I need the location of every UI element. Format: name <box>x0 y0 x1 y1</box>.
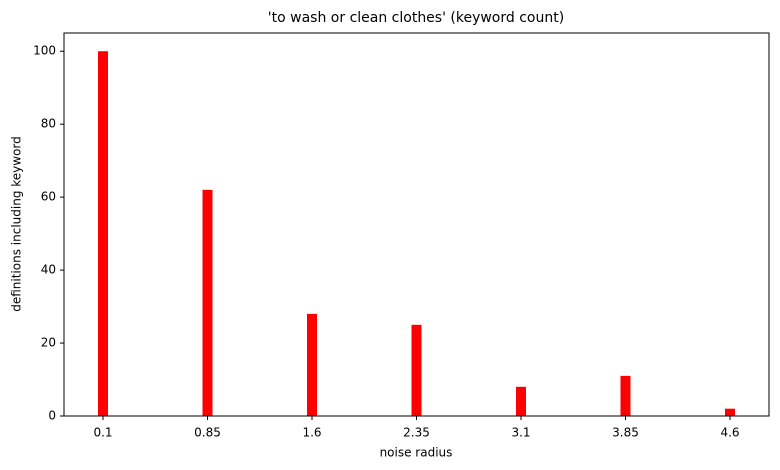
x-axis-label: noise radius <box>380 446 453 460</box>
bar <box>620 375 631 416</box>
x-tick-label: 2.35 <box>403 426 430 440</box>
y-tick-label: 80 <box>41 117 56 131</box>
x-tick-label: 0.1 <box>93 426 112 440</box>
y-tick-label: 0 <box>48 409 56 423</box>
x-tick-label: 3.85 <box>612 426 639 440</box>
y-tick-label: 20 <box>41 336 56 350</box>
y-axis-label: definitions including keyword <box>10 136 24 312</box>
bar <box>725 408 735 416</box>
x-tick-label: 4.6 <box>720 426 739 440</box>
y-tick-label: 60 <box>41 190 56 204</box>
x-tick-label: 0.85 <box>194 426 221 440</box>
bar <box>411 324 422 416</box>
chart-title: 'to wash or clean clothes' (keyword coun… <box>268 10 564 26</box>
bar <box>307 313 317 416</box>
x-tick-label: 3.1 <box>511 426 530 440</box>
y-tick-label: 100 <box>33 44 56 58</box>
bar <box>516 386 526 416</box>
plot-frame <box>63 32 770 417</box>
y-tick-label: 40 <box>41 263 56 277</box>
bar <box>202 189 213 416</box>
bar <box>98 51 108 416</box>
x-tick-label: 1.6 <box>302 426 321 440</box>
